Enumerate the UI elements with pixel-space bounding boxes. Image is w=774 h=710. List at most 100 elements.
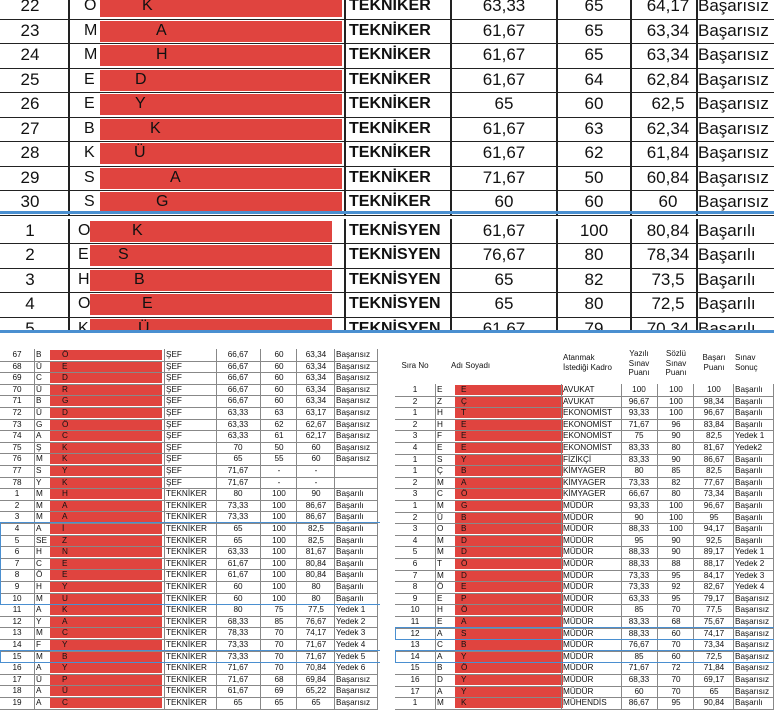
column-divider xyxy=(630,267,632,292)
redaction-bar xyxy=(455,651,563,662)
row-number: 12 xyxy=(12,616,22,626)
column-divider xyxy=(377,488,378,500)
row-number: 13 xyxy=(12,628,22,638)
column-divider xyxy=(164,697,165,709)
column-divider xyxy=(164,441,165,454)
column-divider xyxy=(435,627,436,640)
oral-score: 100 xyxy=(669,524,683,534)
surname-initial: D xyxy=(461,547,467,557)
row-number: 1 xyxy=(25,220,35,240)
oral-score: 70 xyxy=(671,675,681,684)
column-divider xyxy=(296,650,297,663)
column-divider xyxy=(621,418,622,431)
success-score: 65,22 xyxy=(305,686,327,696)
column-divider xyxy=(296,627,297,639)
surname-initial: H xyxy=(62,489,68,499)
written-score: 61,67 xyxy=(227,570,249,580)
redaction-bar xyxy=(100,143,342,164)
success-score: 96,67 xyxy=(703,408,725,418)
position-cell: TEKNİKER xyxy=(166,674,207,684)
name-initial: A xyxy=(437,651,443,661)
written-score: 93,33 xyxy=(628,501,650,510)
column-divider xyxy=(216,650,217,663)
column-divider xyxy=(435,511,436,524)
written-score: 68,33 xyxy=(227,616,249,626)
written-score: 73,33 xyxy=(227,512,249,522)
column-divider xyxy=(621,546,622,558)
column-divider xyxy=(657,523,658,535)
position-cell: MÜDÜR xyxy=(563,640,594,650)
surname-initial: A xyxy=(461,477,467,487)
column-divider xyxy=(561,592,562,605)
column-divider xyxy=(561,488,562,500)
success-score: 81,67 xyxy=(703,443,725,452)
column-divider xyxy=(377,418,378,431)
column-divider xyxy=(561,685,562,698)
column-divider xyxy=(164,534,165,547)
column-divider xyxy=(657,500,658,512)
column-divider xyxy=(773,616,774,628)
column-divider xyxy=(377,349,378,361)
row-number: 18 xyxy=(12,686,22,696)
column-divider xyxy=(216,615,217,628)
column-divider xyxy=(34,685,35,697)
column-divider xyxy=(561,627,562,640)
column-divider xyxy=(696,18,698,43)
column-divider xyxy=(216,465,217,477)
oral-score: 50 xyxy=(584,167,604,187)
position-cell: MÜDÜR xyxy=(563,547,594,557)
row-number: 4 xyxy=(14,524,20,533)
column-divider xyxy=(260,569,261,581)
column-divider xyxy=(260,592,261,605)
success-score: 71,67 xyxy=(305,640,327,649)
row-number: 77 xyxy=(12,466,22,475)
surname-initial: Z xyxy=(62,535,68,545)
column-divider xyxy=(696,141,698,166)
position-cell: TEKNİSYEN xyxy=(349,295,441,312)
oral-score: 100 xyxy=(272,500,286,510)
column-divider xyxy=(450,292,452,317)
column-divider xyxy=(693,430,694,442)
column-divider xyxy=(657,442,658,454)
row-number: 15 xyxy=(410,663,420,673)
redaction-bar xyxy=(50,582,162,592)
column-divider xyxy=(556,92,558,117)
table-row: 17 A Y MÜDÜR 60 70 65 Başarısız xyxy=(395,685,774,699)
table-row: 76 M K ŞEF 65 55 60 Başarısız xyxy=(0,453,378,466)
name-initial: E xyxy=(84,70,95,88)
column-divider xyxy=(260,557,261,570)
column-divider xyxy=(435,697,436,709)
column-divider xyxy=(344,0,346,19)
column-divider xyxy=(216,383,217,396)
success-score: 89,17 xyxy=(703,547,725,557)
success-score: 80,84 xyxy=(305,570,327,580)
table-row: 15 B Ö MÜDÜR 71,67 72 71,84 Başarısız xyxy=(395,662,774,675)
name-initial: M xyxy=(36,454,43,464)
position-cell: TEKNİKER xyxy=(166,663,207,673)
column-divider xyxy=(377,360,378,373)
written-score: 61,67 xyxy=(482,143,526,162)
result-cell: Başarılı xyxy=(698,318,756,334)
column-divider xyxy=(561,697,562,709)
oral-score: 55 xyxy=(274,454,284,464)
column-divider xyxy=(773,453,774,466)
column-divider xyxy=(334,604,335,616)
name-initial: Ü xyxy=(36,408,42,417)
oral-score: 100 xyxy=(579,220,609,240)
column-divider xyxy=(334,465,335,477)
column-divider xyxy=(334,685,335,697)
row-number: 74 xyxy=(12,431,22,441)
row-number: 3 xyxy=(14,512,20,522)
column-divider xyxy=(621,662,622,674)
surname-initial: Ü xyxy=(138,319,150,334)
column-divider xyxy=(334,499,335,512)
column-divider xyxy=(334,662,335,674)
oral-score: 50 xyxy=(274,442,284,452)
table-row: 5 K Ü TEKNİSYEN 61,67 79 70,34 Başarılı xyxy=(0,316,774,334)
oral-score: 60 xyxy=(584,94,604,113)
name-initial: M xyxy=(84,21,98,39)
column-divider xyxy=(435,384,436,396)
oral-score: 100 xyxy=(272,582,286,591)
column-divider xyxy=(68,92,70,117)
